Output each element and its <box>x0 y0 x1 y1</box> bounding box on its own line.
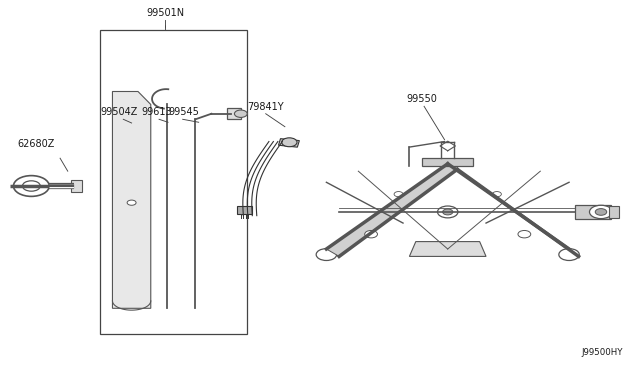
Bar <box>237 206 252 214</box>
Text: 99504Z: 99504Z <box>100 108 138 118</box>
Text: 79841Y: 79841Y <box>248 102 284 112</box>
Circle shape <box>443 209 453 215</box>
Polygon shape <box>410 241 486 256</box>
Bar <box>609 206 619 218</box>
Text: 99550: 99550 <box>407 94 438 105</box>
Text: 99501N: 99501N <box>147 9 184 19</box>
Circle shape <box>589 205 612 219</box>
Bar <box>278 139 300 147</box>
Circle shape <box>438 206 458 218</box>
Circle shape <box>282 138 297 147</box>
Polygon shape <box>448 164 579 256</box>
Bar <box>575 205 611 219</box>
Circle shape <box>518 231 531 238</box>
Circle shape <box>22 181 40 191</box>
Polygon shape <box>113 92 151 308</box>
Text: 62680Z: 62680Z <box>17 139 54 149</box>
Circle shape <box>316 248 337 260</box>
Circle shape <box>234 110 247 118</box>
Circle shape <box>127 200 136 205</box>
Bar <box>100 31 246 334</box>
Circle shape <box>365 231 378 238</box>
Bar <box>422 158 473 166</box>
Text: 99613: 99613 <box>141 108 172 118</box>
Circle shape <box>492 192 501 197</box>
Circle shape <box>394 192 403 197</box>
Bar <box>71 180 83 192</box>
Text: J99500HY: J99500HY <box>582 348 623 357</box>
Circle shape <box>559 248 579 260</box>
Circle shape <box>13 176 49 196</box>
Bar <box>227 108 241 119</box>
Polygon shape <box>326 164 458 256</box>
Circle shape <box>595 209 607 215</box>
Text: 99545: 99545 <box>168 108 199 118</box>
